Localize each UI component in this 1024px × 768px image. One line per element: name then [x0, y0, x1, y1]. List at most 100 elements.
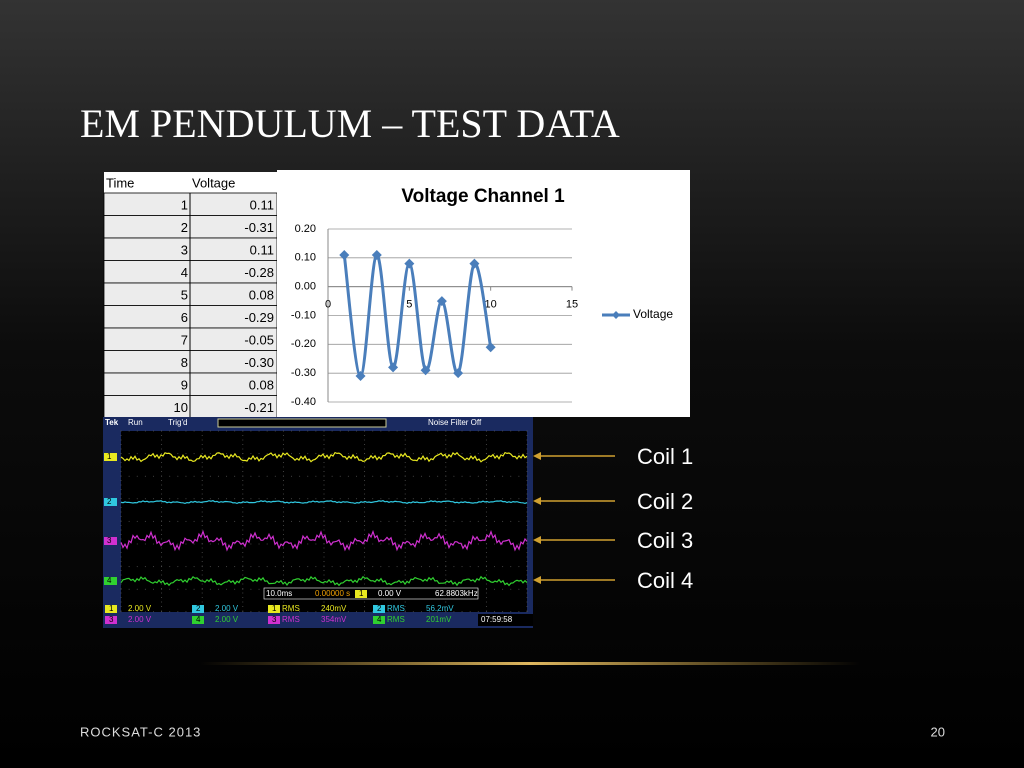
rms-label: RMS [387, 604, 405, 613]
scope-grid-dot [242, 511, 244, 513]
scope-grid-dot [201, 448, 203, 450]
scope-grid-dot [485, 516, 487, 517]
scope-grid-dot [477, 566, 479, 568]
scope-grid-dot [445, 475, 447, 477]
scope-grid-dot [161, 466, 163, 468]
scope-grid-dot [266, 611, 268, 613]
scope-grid-dot [331, 453, 333, 455]
scope-grid-dot [299, 611, 301, 613]
scope-grid-dot [364, 430, 366, 432]
scope-grid-dot [347, 543, 349, 545]
scope-grid-dot [201, 574, 203, 576]
scope-grid-dot [152, 520, 154, 522]
scope-grid-dot [412, 611, 414, 613]
scope-grid-dot [152, 611, 154, 613]
scope-grid-dot [339, 566, 341, 568]
scope-grid-dot [445, 566, 447, 568]
scope-grid-dot [323, 561, 325, 562]
scope-grid-dot [445, 471, 447, 472]
scope-grid-dot [404, 520, 406, 522]
table-header-bg [104, 172, 277, 193]
scope-grid-dot [136, 611, 138, 613]
scope-grid-dot [152, 430, 154, 432]
scope-grid-dot [477, 453, 479, 455]
scope-grid-dot [518, 543, 520, 545]
scope-grid-dot [307, 498, 309, 500]
scope-grid-dot [242, 597, 244, 598]
scope-grid-dot [323, 552, 325, 553]
scope-grid-dot [177, 566, 179, 568]
scope-grid-dot [526, 516, 528, 517]
scope-grid-dot [282, 430, 284, 432]
scope-grid-dot [420, 498, 422, 500]
scope-grid-dot [128, 566, 130, 568]
scope-grid-dot [161, 511, 163, 513]
scope-grid-dot [323, 543, 325, 545]
scope-grid-dot [185, 475, 187, 477]
scope-grid-dot [201, 430, 203, 432]
scope-grid-dot [226, 588, 228, 590]
scope-grid-dot [161, 520, 163, 522]
scope-grid-dot [477, 498, 479, 500]
scope-grid-dot [120, 538, 122, 540]
rms-label: RMS [387, 615, 405, 624]
scope-grid-dot [323, 611, 325, 613]
scope-grid-dot [404, 611, 406, 613]
trigger-level: 0.00 V [378, 589, 402, 598]
channel-scale: 2.00 V [215, 604, 239, 613]
scope-grid-dot [485, 475, 487, 477]
channel-marker-label: 2 [107, 497, 112, 506]
scope-grid-dot [355, 475, 357, 477]
scope-grid-dot [445, 430, 447, 432]
scope-grid-dot [161, 430, 163, 432]
scope-grid-dot [526, 561, 528, 562]
scope-grid-dot [282, 439, 284, 441]
scope-grid-dot [242, 574, 244, 576]
scope-grid-dot [161, 583, 163, 585]
scope-grid-dot [494, 611, 496, 613]
scope-grid-dot [136, 453, 138, 455]
scope-grid-dot [161, 462, 163, 463]
scope-grid-dot [250, 498, 252, 500]
table-cell: 7 [181, 332, 188, 347]
scope-grid-dot [161, 601, 163, 603]
channel-badge-label: 1 [109, 604, 114, 613]
scope-grid-dot [315, 566, 317, 568]
scope-grid-dot [120, 547, 122, 549]
scope-grid-dot [161, 579, 163, 580]
scope-grid-dot [323, 606, 325, 607]
scope-grid-dot [144, 566, 146, 568]
scope-grid-dot [461, 566, 463, 568]
scope-grid-dot [526, 574, 528, 576]
scope-grid-dot [282, 484, 284, 486]
rms-badge-label: 2 [377, 604, 382, 613]
scope-grid-dot [161, 610, 163, 612]
scope-grid-dot [307, 520, 309, 522]
scope-grid-dot [299, 543, 301, 545]
scope-grid-dot [526, 498, 528, 500]
trigger-badge [355, 590, 367, 598]
x-tick-label: 10 [485, 299, 497, 311]
scope-grid-dot [323, 444, 325, 445]
legend-label: Voltage [633, 307, 673, 321]
scope-grid-dot [185, 430, 187, 432]
scope-grid-dot [420, 453, 422, 455]
scope-grid-dot [120, 574, 122, 576]
scope-grid-dot [445, 484, 447, 486]
scope-grid-dot [177, 453, 179, 455]
scope-grid-dot [469, 520, 471, 522]
scope-grid-dot [120, 462, 122, 463]
scope-grid-dot [526, 597, 528, 598]
scope-grid-dot [161, 493, 163, 495]
scope-grid-dot [315, 498, 317, 500]
scope-grid-dot [242, 502, 244, 504]
scope-grid-dot [445, 453, 447, 455]
scope-grid-dot [161, 525, 163, 526]
scope-grid-dot [420, 520, 422, 522]
scope-grid-dot [242, 534, 244, 535]
rms-badge-label: 4 [377, 615, 382, 624]
trigger-source: 1 [359, 589, 364, 598]
scope-grid-dot [372, 498, 374, 500]
scope-grid-dot [201, 579, 203, 580]
